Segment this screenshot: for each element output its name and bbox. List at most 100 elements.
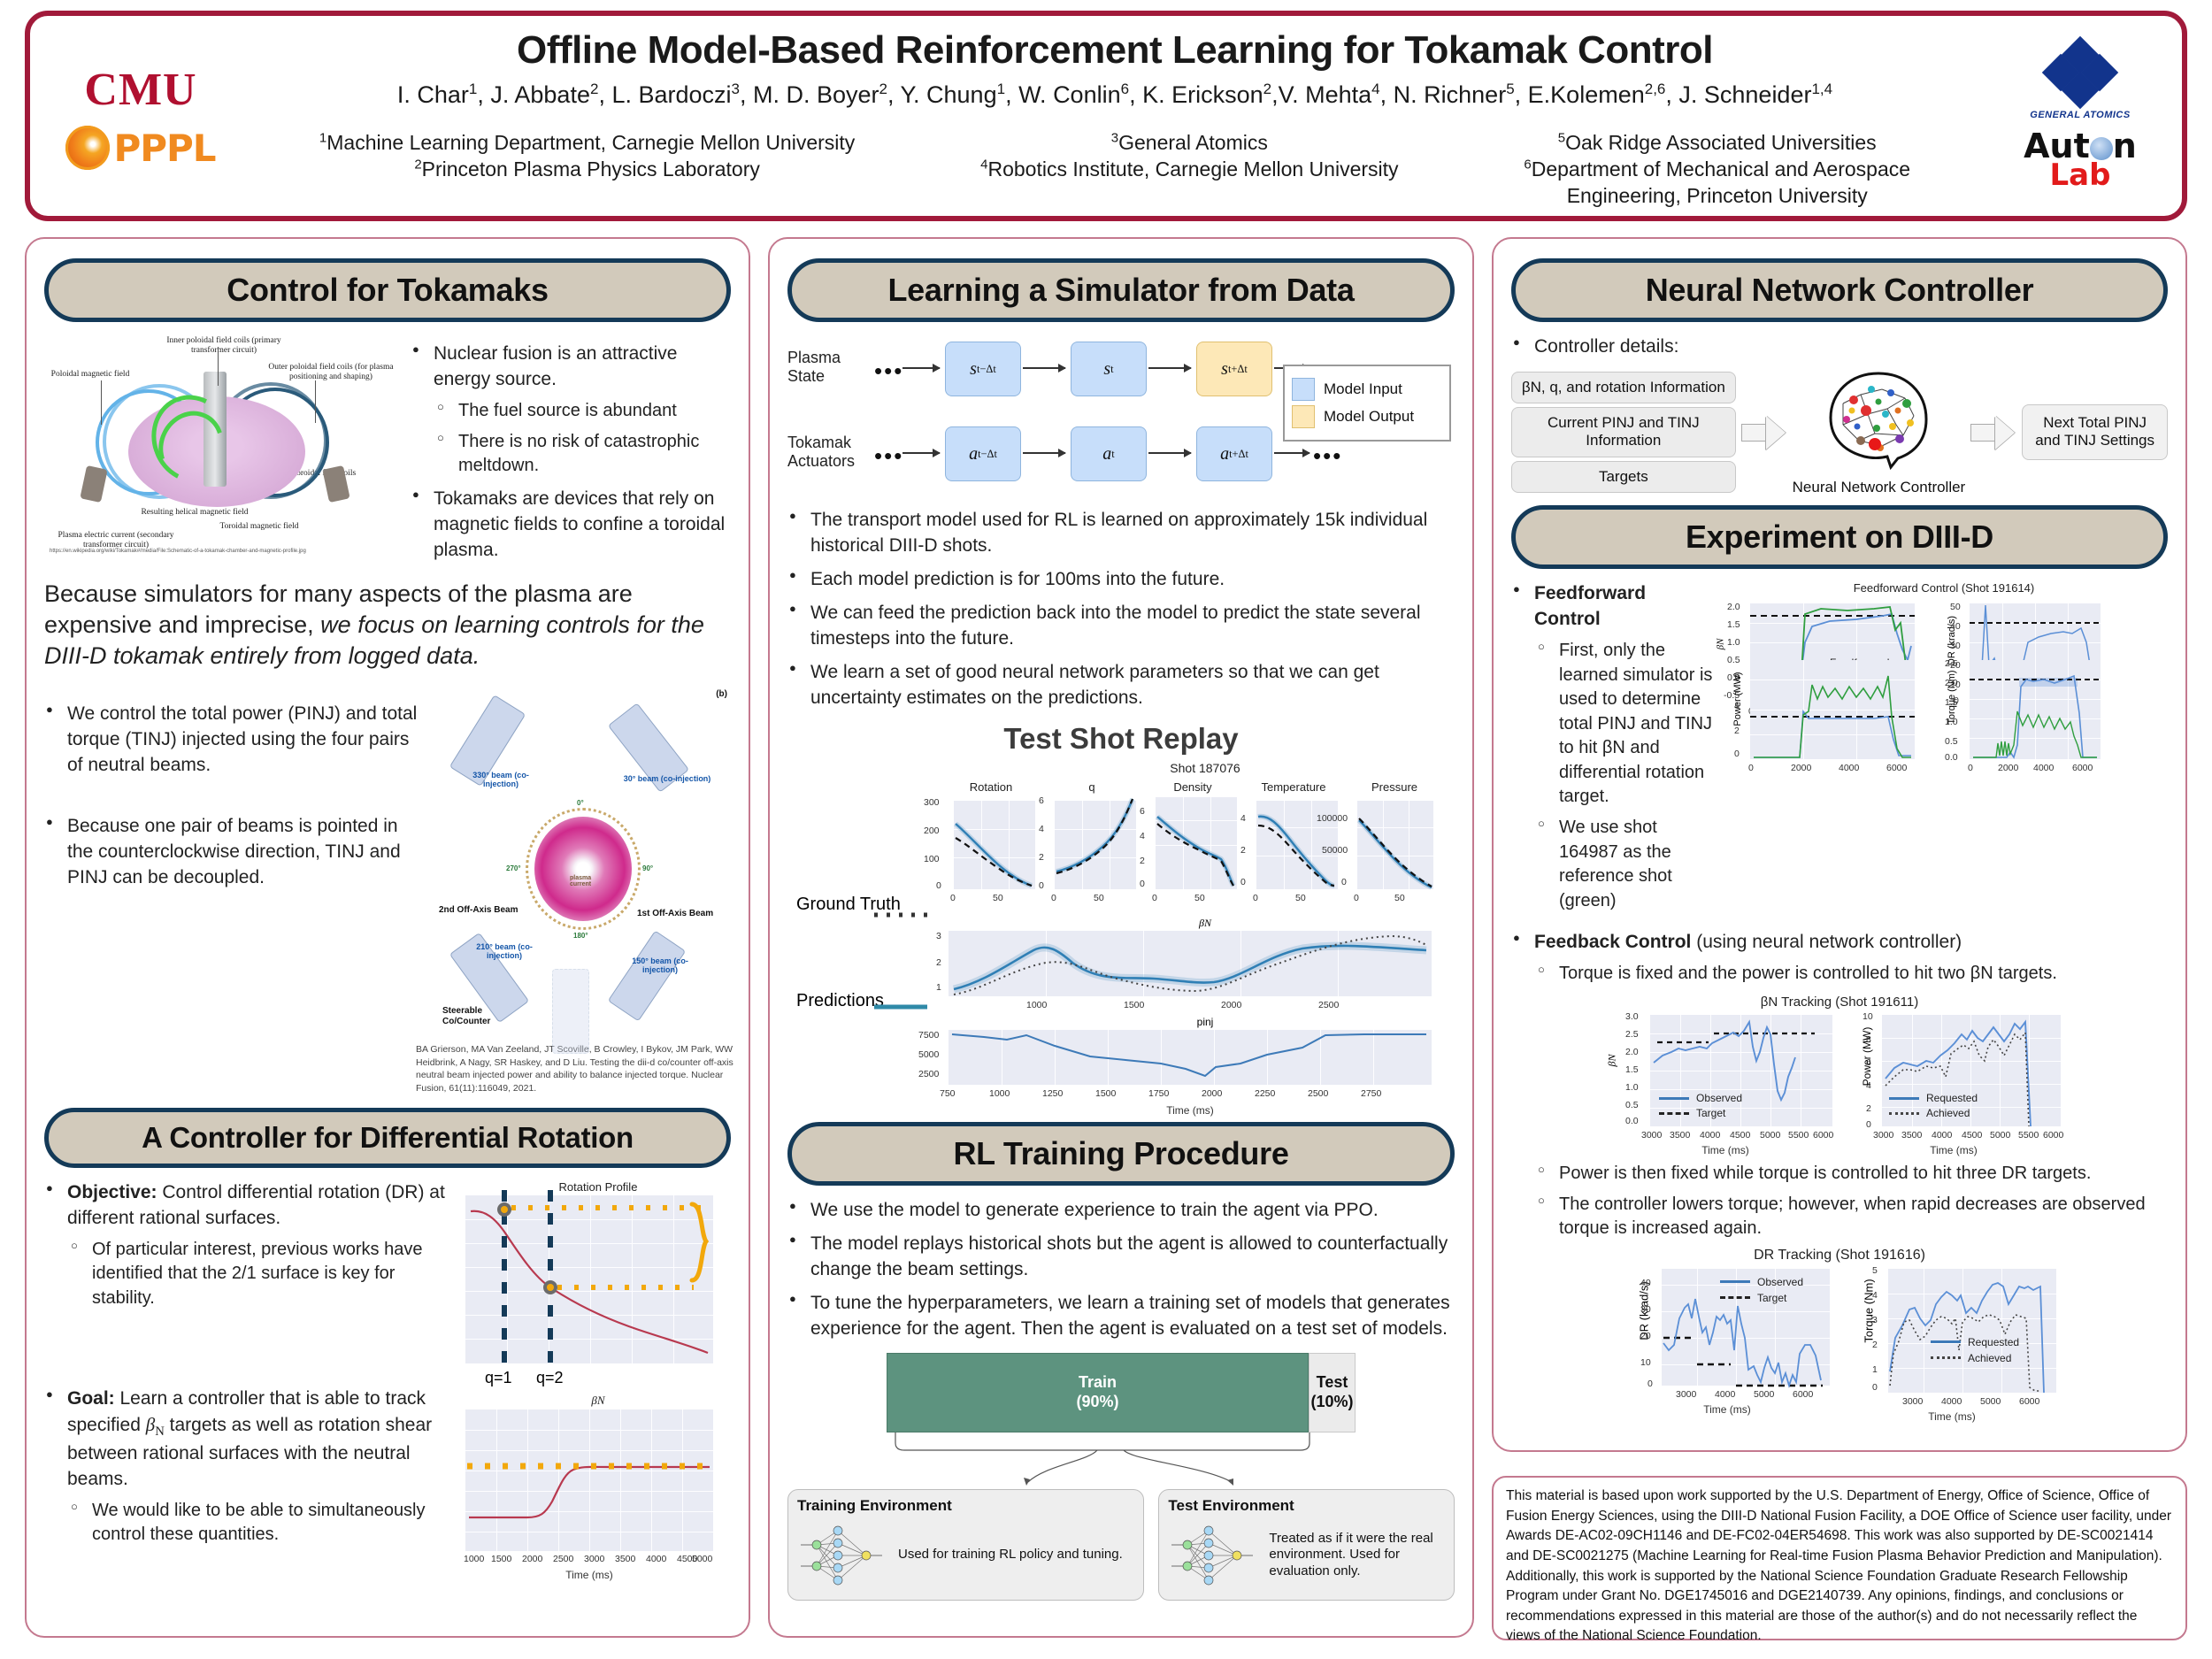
beam-angle-270: 270° (506, 864, 521, 872)
sub-list: The fuel source is abundant There is no … (434, 399, 731, 479)
affiliation-group-2: 3General Atomics 4Robotics Institute, Car… (980, 130, 1399, 181)
brain-icon (1829, 372, 1928, 471)
chart-dr-observed: DR (krad/s) 40 30 20 10 0 (1621, 1265, 1833, 1423)
list-item: We learn a set of good neural network pa… (787, 660, 1455, 711)
sub-list: First, only the learned simulator is use… (1534, 639, 1715, 914)
beams-panel-label: (b) (716, 688, 727, 699)
list-item: Torque is fixed and the power is control… (1534, 962, 2168, 987)
rl-training-bullet-list: We use the model to generate experience … (787, 1198, 1455, 1342)
pppl-swirl-icon (65, 126, 111, 170)
list-item: Goal: Learn a controller that is able to… (44, 1386, 453, 1548)
brain-caption: Neural Network Controller (1792, 478, 1966, 495)
diagram-node-s-next: s t+Δt (1196, 342, 1272, 396)
chart-ylabel-ff-betan: βN (1715, 638, 1726, 650)
chart-title-feedforward: Feedforward Control (Shot 191614) (1853, 580, 2035, 595)
subplot-pressure: Pressure 100000 50000 0 (1317, 780, 1439, 903)
section-header-learning-simulator: Learning a Simulator from Data (787, 258, 1455, 322)
split-bar: Train (90%) Test (10%) (887, 1352, 1356, 1432)
chart-ff-dr: DR (krad/s) 50 40 30 20 10 0 (1936, 598, 2104, 717)
chart-annotation-q2: q=2 (536, 1368, 564, 1386)
split-test-block: Test (10%) (1309, 1352, 1356, 1432)
diagram-node-a-next: a t+Δt (1196, 426, 1272, 481)
legend-marker-ground-truth (872, 908, 929, 924)
auton-globe-icon (2089, 137, 2113, 161)
chart-title-dr-tracking: DR Tracking (Shot 191616) (1754, 1247, 1925, 1263)
list-item: Because one pair of beams is pointed in … (44, 814, 426, 891)
legend-marker-predictions (872, 1000, 929, 1016)
feedforward-row: Feedforward Control First, only the lear… (1511, 581, 2168, 921)
beams-bullet-list: We control the total power (PINJ) and to… (44, 686, 426, 899)
list-item: The controller lowers torque; however, w… (1534, 1193, 2168, 1241)
list-item: There is no risk of catastrophic meltdow… (434, 430, 731, 479)
controller-details-list: Controller details: (1511, 334, 2168, 360)
chart-annotation-q1: q=1 (485, 1368, 512, 1386)
chart-xlabel-power-track: Time (ms) (1930, 1144, 1978, 1156)
controller-input-beta-q-rotation: βN, q, and rotation Information (1511, 371, 1736, 404)
legend-torque-tracking: Requested Achieved (1931, 1333, 2019, 1368)
auton-top-text: Aut n (2024, 127, 2137, 166)
tokamak-schematic-figure: Inner poloidal field coils (primary tran… (44, 334, 398, 556)
legend-swatch-input (1292, 378, 1315, 401)
cmu-logo: CMU (84, 65, 197, 115)
column-left: Control for Tokamaks Inner poloidal fiel… (25, 237, 750, 1638)
feedforward-charts: Feedforward Control (Shot 191614) βN 2.0… (1715, 580, 2168, 921)
list-item: The fuel source is abundant (434, 399, 731, 424)
feedback-subs-2: Power is then fixed while torque is cont… (1534, 1162, 2168, 1241)
header-center: Offline Model-Based Reinforcement Learni… (251, 16, 1978, 216)
beam-label-150: 150° beam (co-injection) (632, 956, 688, 974)
section-header-rl-training: RL Training Procedure (787, 1121, 1455, 1186)
legend-item-model-input: Model Input (1292, 378, 1442, 401)
controller-block-diagram: βN, q, and rotation Information Current … (1511, 368, 2168, 496)
tokamak-intro-row: Inner poloidal field coils (primary tran… (44, 334, 731, 572)
rotation-charts: Rotation Profile (464, 1180, 731, 1581)
tokamak-label-plasma-current: Plasma electric current (secondary trans… (58, 531, 174, 549)
training-environment-card: Training Environment (787, 1488, 1145, 1601)
list-item: We use shot 164987 as the reference shot… (1534, 816, 1715, 913)
list-item: Feedforward Control First, only the lear… (1511, 581, 1715, 913)
chart-title-betan-tracking: βN Tracking (Shot 191611) (1760, 995, 1919, 1010)
pppl-logo: PPPL (65, 126, 217, 170)
beams-row: We control the total power (PINJ) and to… (44, 686, 731, 1054)
tokamak-source-url: https://en.wikipedia.org/wiki/Tokamak#/m… (50, 549, 306, 554)
auton-bottom-text: Lab (2049, 157, 2111, 194)
list-item: First, only the learned simulator is use… (1534, 639, 1715, 810)
goal-list: Goal: Learn a controller that is able to… (44, 1386, 453, 1548)
differential-rotation-row: Objective: Control differential rotation… (44, 1180, 731, 1581)
subplot-temperature: Temperature 4 2 0 (1240, 780, 1338, 903)
list-item: Each model prediction is for 100ms into … (787, 567, 1455, 593)
beam-angle-180: 180° (573, 931, 588, 940)
arrow-right-icon (1740, 414, 1787, 449)
chart-title-shot-187076: Shot 187076 (1170, 760, 1240, 775)
controller-input-pinj-tinj: Current PINJ and TINJ Information (1511, 407, 1736, 457)
list-item: To tune the hyperparameters, we learn a … (787, 1291, 1455, 1342)
chart-title-betan-step: βN (591, 1393, 605, 1407)
diagram-node-a-prev: a t−Δt (945, 426, 1021, 481)
chart-xlabel-torque: Time (ms) (1928, 1409, 1976, 1423)
brain-figure: Neural Network Controller (1792, 368, 1966, 496)
beam-annotation-1st-offaxis: 1st Off-Axis Beam (637, 908, 714, 918)
poster-header: CMU PPPL Offline Model-Based Reinforceme… (25, 11, 2187, 221)
section-header-nn-controller: Neural Network Controller (1511, 258, 2168, 322)
profile-subplot-row: Rotation 300 200 100 0 (924, 780, 1442, 903)
column-right: Neural Network Controller Controller det… (1492, 237, 2187, 1452)
list-item: Feedback Control (using neural network c… (1511, 930, 2168, 987)
affiliation-group-1: 1Machine Learning Department, Carnegie M… (319, 130, 856, 181)
pppl-label: PPPL (113, 126, 216, 170)
chart-ff-power: Power (MW) 6 4 2 0 (1720, 655, 1924, 773)
tokamak-label-poloidal-field: Poloidal magnetic field (50, 370, 130, 379)
tokamak-label-inner-coils: Inner poloidal field coils (primary tran… (166, 336, 281, 355)
diagram-legend: Model Input Model Output (1283, 365, 1451, 442)
section-header-differential-rotation: A Controller for Differential Rotation (44, 1107, 731, 1168)
neural-net-icon (1171, 1525, 1254, 1585)
list-item: Tokamaks are devices that rely on magnet… (411, 487, 731, 564)
section-header-control-for-tokamaks: Control for Tokamaks (44, 258, 731, 322)
ga-diamond-icon (2041, 36, 2119, 110)
poster-title: Offline Model-Based Reinforcement Learni… (517, 28, 1713, 72)
neutral-beams-figure: (b) 330° beam (co-injection) 30° beam (c… (439, 686, 731, 1054)
feedforward-text: Feedforward Control First, only the lear… (1511, 581, 1715, 921)
list-item: Of particular interest, previous works h… (67, 1238, 453, 1311)
figure-title-test-shot-replay: Test Shot Replay (1003, 721, 1239, 755)
feedback-list: Feedback Control (using neural network c… (1511, 930, 2168, 987)
controller-output: Next Total PINJ and TINJ Settings (2022, 404, 2168, 460)
legend-betan-tracking: Observed Target (1659, 1089, 1742, 1122)
